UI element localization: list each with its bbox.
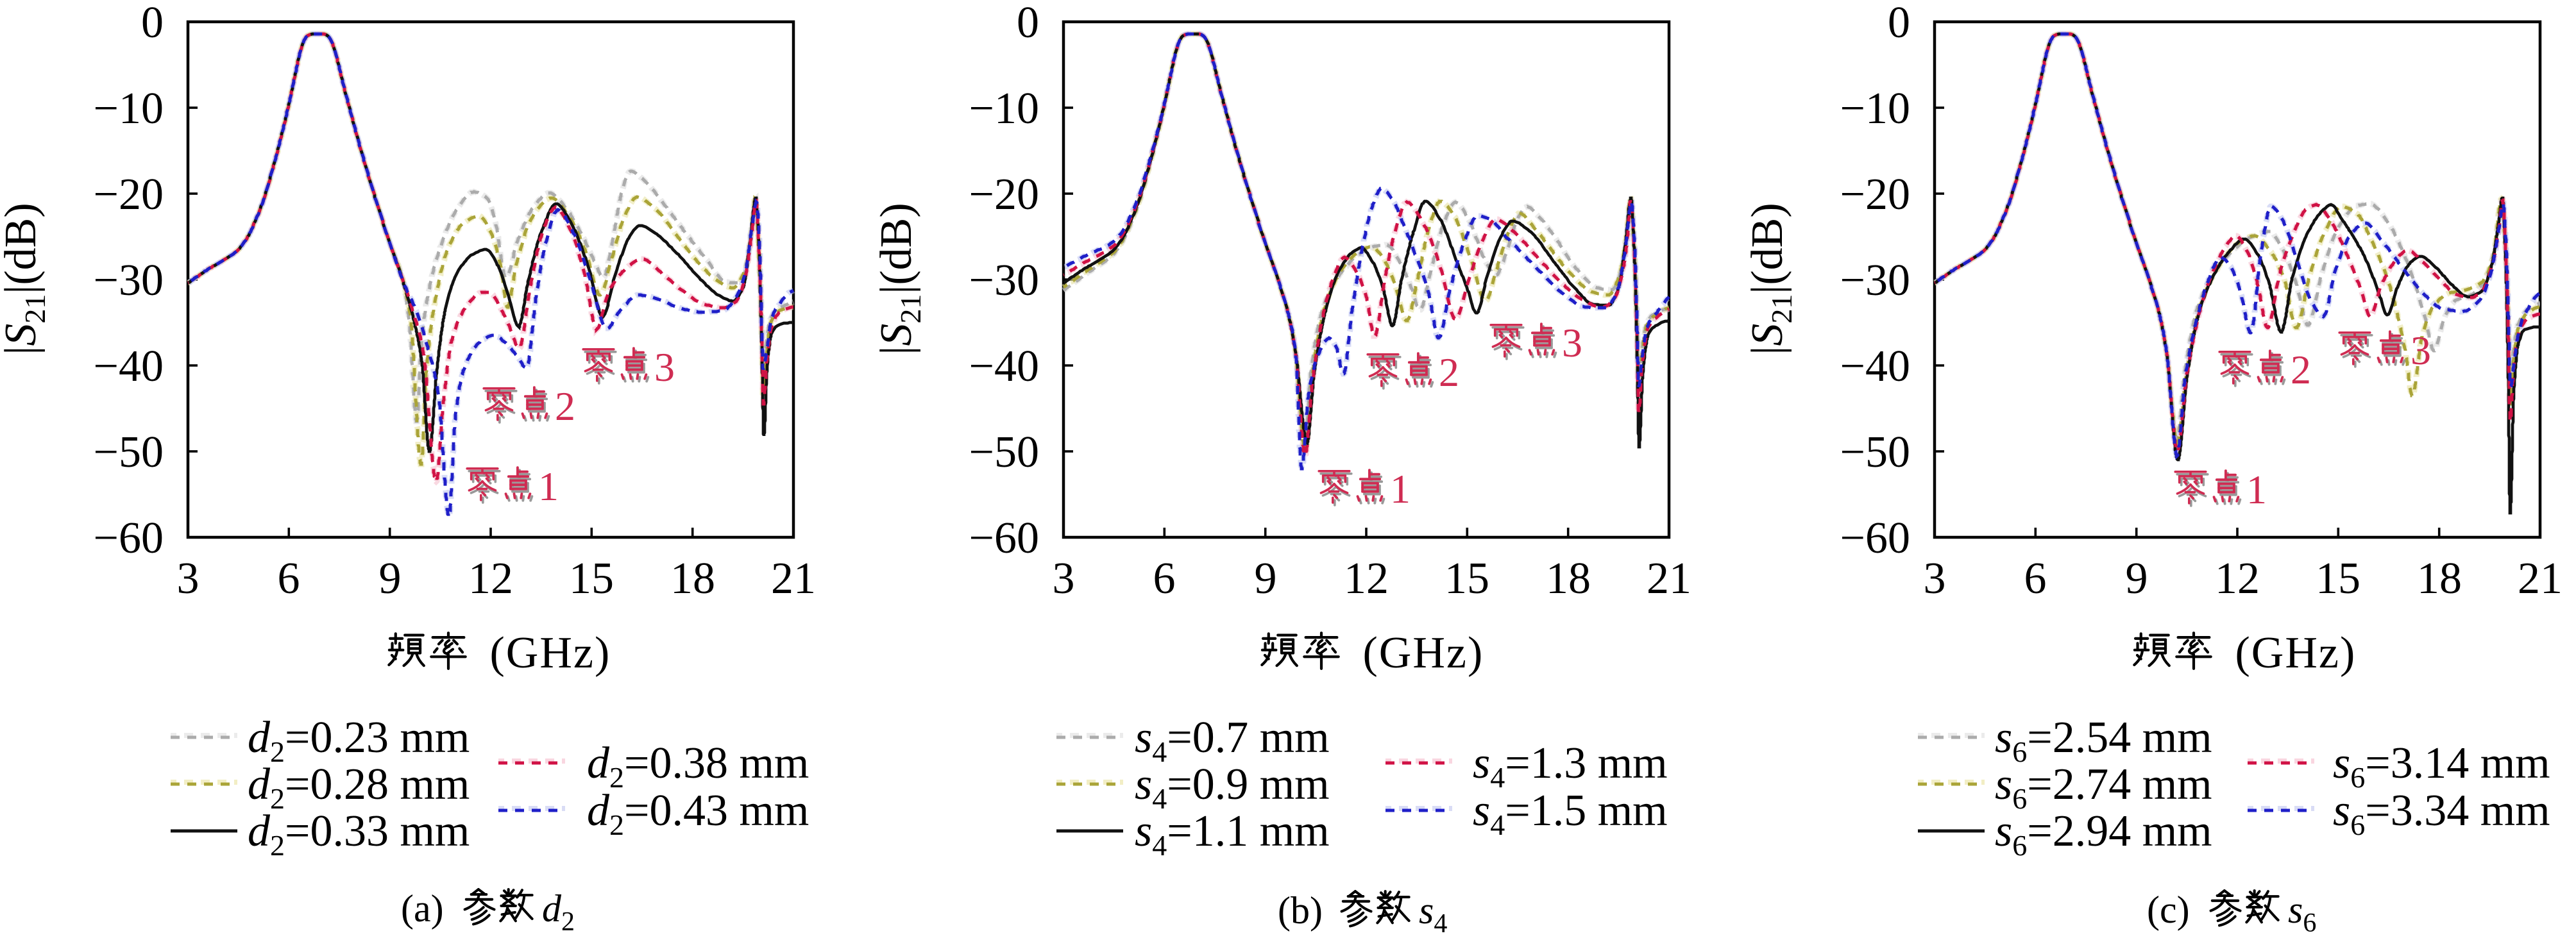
svg-text:|S21|(dB): |S21|(dB) (872, 203, 927, 355)
svg-text:(c): (c) (2147, 889, 2190, 931)
svg-text:−40: −40 (1840, 342, 1910, 391)
svg-text:s6=2.54 mm: s6=2.54 mm (1995, 713, 2212, 768)
svg-text:6: 6 (2024, 554, 2047, 603)
svg-text:9: 9 (379, 554, 402, 603)
svg-text:−40: −40 (969, 342, 1039, 391)
svg-text:s4=1.1 mm: s4=1.1 mm (1135, 807, 1330, 862)
svg-text:3: 3 (1053, 554, 1075, 603)
svg-text:18: 18 (2417, 554, 2462, 603)
svg-text:−30: −30 (94, 256, 164, 305)
svg-text:−30: −30 (969, 256, 1039, 305)
svg-text:s6=2.94 mm: s6=2.94 mm (1995, 807, 2212, 862)
svg-text:1: 1 (2246, 467, 2267, 512)
svg-text:−10: −10 (1840, 84, 1910, 133)
svg-text:−30: −30 (1840, 256, 1910, 305)
svg-text:(b): (b) (1278, 889, 1323, 932)
svg-text:−40: −40 (94, 342, 164, 391)
svg-text:18: 18 (1546, 554, 1591, 603)
svg-text:6: 6 (1153, 554, 1176, 603)
svg-text:2: 2 (555, 383, 575, 429)
svg-text:s4=1.3 mm: s4=1.3 mm (1473, 739, 1668, 794)
svg-text:9: 9 (1255, 554, 1277, 603)
svg-text:(GHz): (GHz) (1350, 628, 1484, 678)
svg-text:s6=3.14 mm: s6=3.14 mm (2333, 739, 2550, 794)
svg-text:−20: −20 (969, 170, 1039, 219)
svg-text:s6: s6 (2288, 889, 2316, 935)
svg-text:21: 21 (771, 554, 816, 603)
svg-text:(GHz): (GHz) (2223, 628, 2356, 678)
svg-text:d2: d2 (542, 887, 575, 935)
svg-text:d2=0.23 mm: d2=0.23 mm (248, 713, 470, 768)
svg-text:−10: −10 (969, 84, 1039, 133)
svg-text:s6=2.74 mm: s6=2.74 mm (1995, 760, 2212, 815)
svg-text:−60: −60 (94, 514, 164, 563)
svg-text:−60: −60 (969, 514, 1039, 563)
svg-text:s6=3.34 mm: s6=3.34 mm (2333, 786, 2550, 841)
svg-text:15: 15 (1445, 554, 1489, 603)
svg-text:3: 3 (654, 344, 675, 390)
svg-text:−50: −50 (1840, 428, 1910, 477)
svg-text:s4=1.5 mm: s4=1.5 mm (1473, 786, 1668, 841)
svg-text:6: 6 (278, 554, 300, 603)
svg-text:21: 21 (1647, 554, 1691, 603)
svg-text:−50: −50 (969, 428, 1039, 477)
svg-text:(GHz): (GHz) (477, 628, 611, 678)
svg-text:3: 3 (1562, 320, 1582, 365)
svg-text:0: 0 (1017, 0, 1039, 47)
svg-text:0: 0 (141, 0, 164, 47)
svg-text:d2=0.28 mm: d2=0.28 mm (248, 760, 470, 815)
svg-text:−20: −20 (94, 170, 164, 219)
svg-text:3: 3 (177, 554, 199, 603)
svg-text:2: 2 (1439, 349, 1459, 395)
svg-text:s4: s4 (1419, 889, 1447, 935)
svg-text:2: 2 (2291, 347, 2311, 392)
svg-text:|S21|(dB): |S21|(dB) (0, 203, 51, 355)
svg-text:15: 15 (569, 554, 614, 603)
svg-text:3: 3 (1924, 554, 1946, 603)
svg-text:s4=0.7 mm: s4=0.7 mm (1135, 713, 1330, 768)
svg-text:15: 15 (2316, 554, 2360, 603)
svg-text:−20: −20 (1840, 170, 1910, 219)
svg-text:−10: −10 (94, 84, 164, 133)
svg-text:12: 12 (1344, 554, 1389, 603)
svg-text:1: 1 (1390, 466, 1411, 512)
svg-text:d2=0.38 mm: d2=0.38 mm (587, 739, 809, 794)
svg-text:|S21|(dB): |S21|(dB) (1743, 203, 1798, 355)
svg-text:9: 9 (2126, 554, 2148, 603)
svg-text:12: 12 (2215, 554, 2260, 603)
svg-text:d2=0.43 mm: d2=0.43 mm (587, 786, 809, 841)
svg-text:s4=0.9 mm: s4=0.9 mm (1135, 760, 1330, 815)
svg-text:(a): (a) (401, 887, 444, 930)
svg-text:1: 1 (538, 464, 559, 509)
svg-text:21: 21 (2518, 554, 2563, 603)
svg-text:−60: −60 (1840, 514, 1910, 563)
svg-text:3: 3 (2411, 328, 2431, 373)
svg-text:0: 0 (1888, 0, 1910, 47)
svg-text:12: 12 (468, 554, 513, 603)
svg-text:d2=0.33 mm: d2=0.33 mm (248, 807, 470, 862)
svg-text:18: 18 (670, 554, 715, 603)
svg-text:−50: −50 (94, 428, 164, 477)
